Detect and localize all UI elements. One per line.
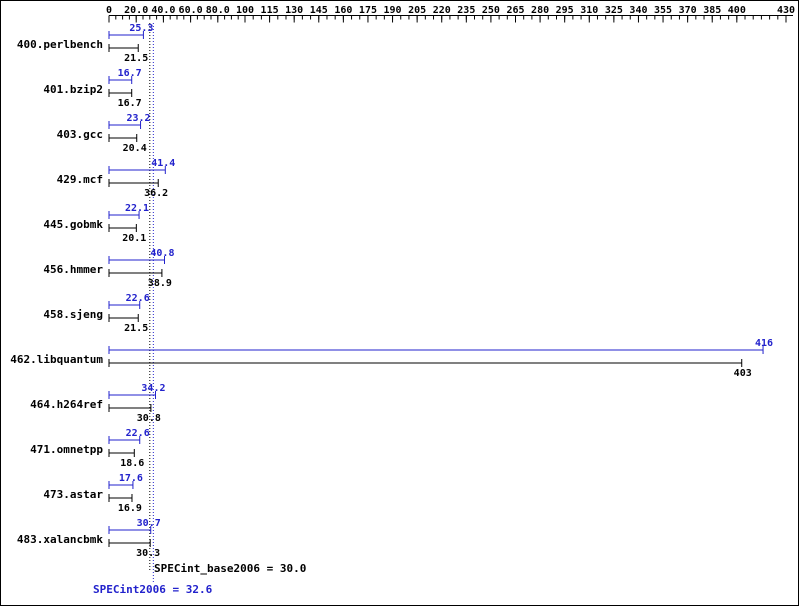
peak-value-label: 23.2 (126, 113, 150, 124)
benchmark-label: 473.astar (43, 488, 103, 501)
axis-tick-label: 340 (629, 5, 647, 16)
base-value-label: 21.5 (124, 323, 148, 334)
base-summary-text: SPECint_base2006 = 30.0 (154, 562, 307, 575)
base-value-label: 16.9 (118, 503, 142, 514)
benchmark-label: 456.hmmer (43, 263, 103, 276)
axis-tick-label: 235 (457, 5, 475, 16)
peak-value-label: 34.2 (141, 383, 165, 394)
base-value-label: 38.9 (148, 278, 172, 289)
peak-value-label: 22.6 (126, 428, 150, 439)
benchmark-label: 471.omnetpp (30, 443, 103, 456)
axis-tick-label: 205 (408, 5, 426, 16)
axis-tick-label: 145 (310, 5, 328, 16)
axis-tick-label: 325 (605, 5, 623, 16)
base-value-label: 20.1 (122, 233, 146, 244)
axis-tick-label: 80.0 (206, 5, 230, 16)
peak-value-label: 16.7 (118, 68, 142, 79)
axis-tick-label: 60.0 (179, 5, 203, 16)
peak-value-label: 30.7 (137, 518, 161, 529)
base-value-label: 30.3 (136, 548, 160, 559)
axis-tick-label: 400 (728, 5, 746, 16)
axis-tick-label: 160 (334, 5, 352, 16)
axis-tick-label: 265 (506, 5, 524, 16)
base-value-label: 16.7 (118, 98, 142, 109)
axis-tick-label: 220 (433, 5, 451, 16)
base-value-label: 403 (734, 368, 752, 379)
benchmark-label: 429.mcf (57, 173, 103, 186)
axis-tick-label: 250 (482, 5, 500, 16)
axis-tick-label: 100 (236, 5, 254, 16)
peak-summary-text: SPECint2006 = 32.6 (93, 583, 213, 596)
axis-tick-label: 385 (703, 5, 721, 16)
axis-tick-label: 355 (654, 5, 672, 16)
benchmark-label: 401.bzip2 (43, 83, 103, 96)
axis-tick-label: 130 (285, 5, 303, 16)
benchmark-label: 445.gobmk (43, 218, 103, 231)
peak-value-label: 22.1 (125, 203, 149, 214)
axis-tick-label: 115 (261, 5, 279, 16)
axis-tick-label: 280 (531, 5, 549, 16)
axis-tick-label: 310 (580, 5, 598, 16)
peak-value-label: 416 (755, 338, 773, 349)
base-value-label: 30.8 (137, 413, 161, 424)
benchmark-label: 483.xalancbmk (17, 533, 103, 546)
base-value-label: 20.4 (123, 143, 147, 154)
benchmark-label: 464.h264ref (30, 398, 103, 411)
axis-tick-label: 190 (384, 5, 402, 16)
peak-value-label: 40.8 (150, 248, 174, 259)
benchmark-label: 400.perlbench (17, 38, 103, 51)
peak-value-label: 25.3 (129, 23, 153, 34)
axis-tick-label: 175 (359, 5, 377, 16)
base-value-label: 36.2 (144, 188, 168, 199)
base-value-label: 21.5 (124, 53, 148, 64)
axis-tick-label: 40.0 (151, 5, 175, 16)
peak-value-label: 22.6 (126, 293, 150, 304)
axis-tick-label: 20.0 (124, 5, 148, 16)
axis-tick-label: 295 (556, 5, 574, 16)
axis-tick-label: 370 (679, 5, 697, 16)
axis-tick-label: 0 (106, 5, 112, 16)
peak-value-label: 17.6 (119, 473, 143, 484)
axis-tick-label: 430 (777, 5, 795, 16)
benchmark-label: 458.sjeng (43, 308, 103, 321)
benchmark-label: 403.gcc (57, 128, 103, 141)
benchmark-label: 462.libquantum (10, 353, 103, 366)
peak-value-label: 41.4 (151, 158, 175, 169)
base-value-label: 18.6 (120, 458, 144, 469)
